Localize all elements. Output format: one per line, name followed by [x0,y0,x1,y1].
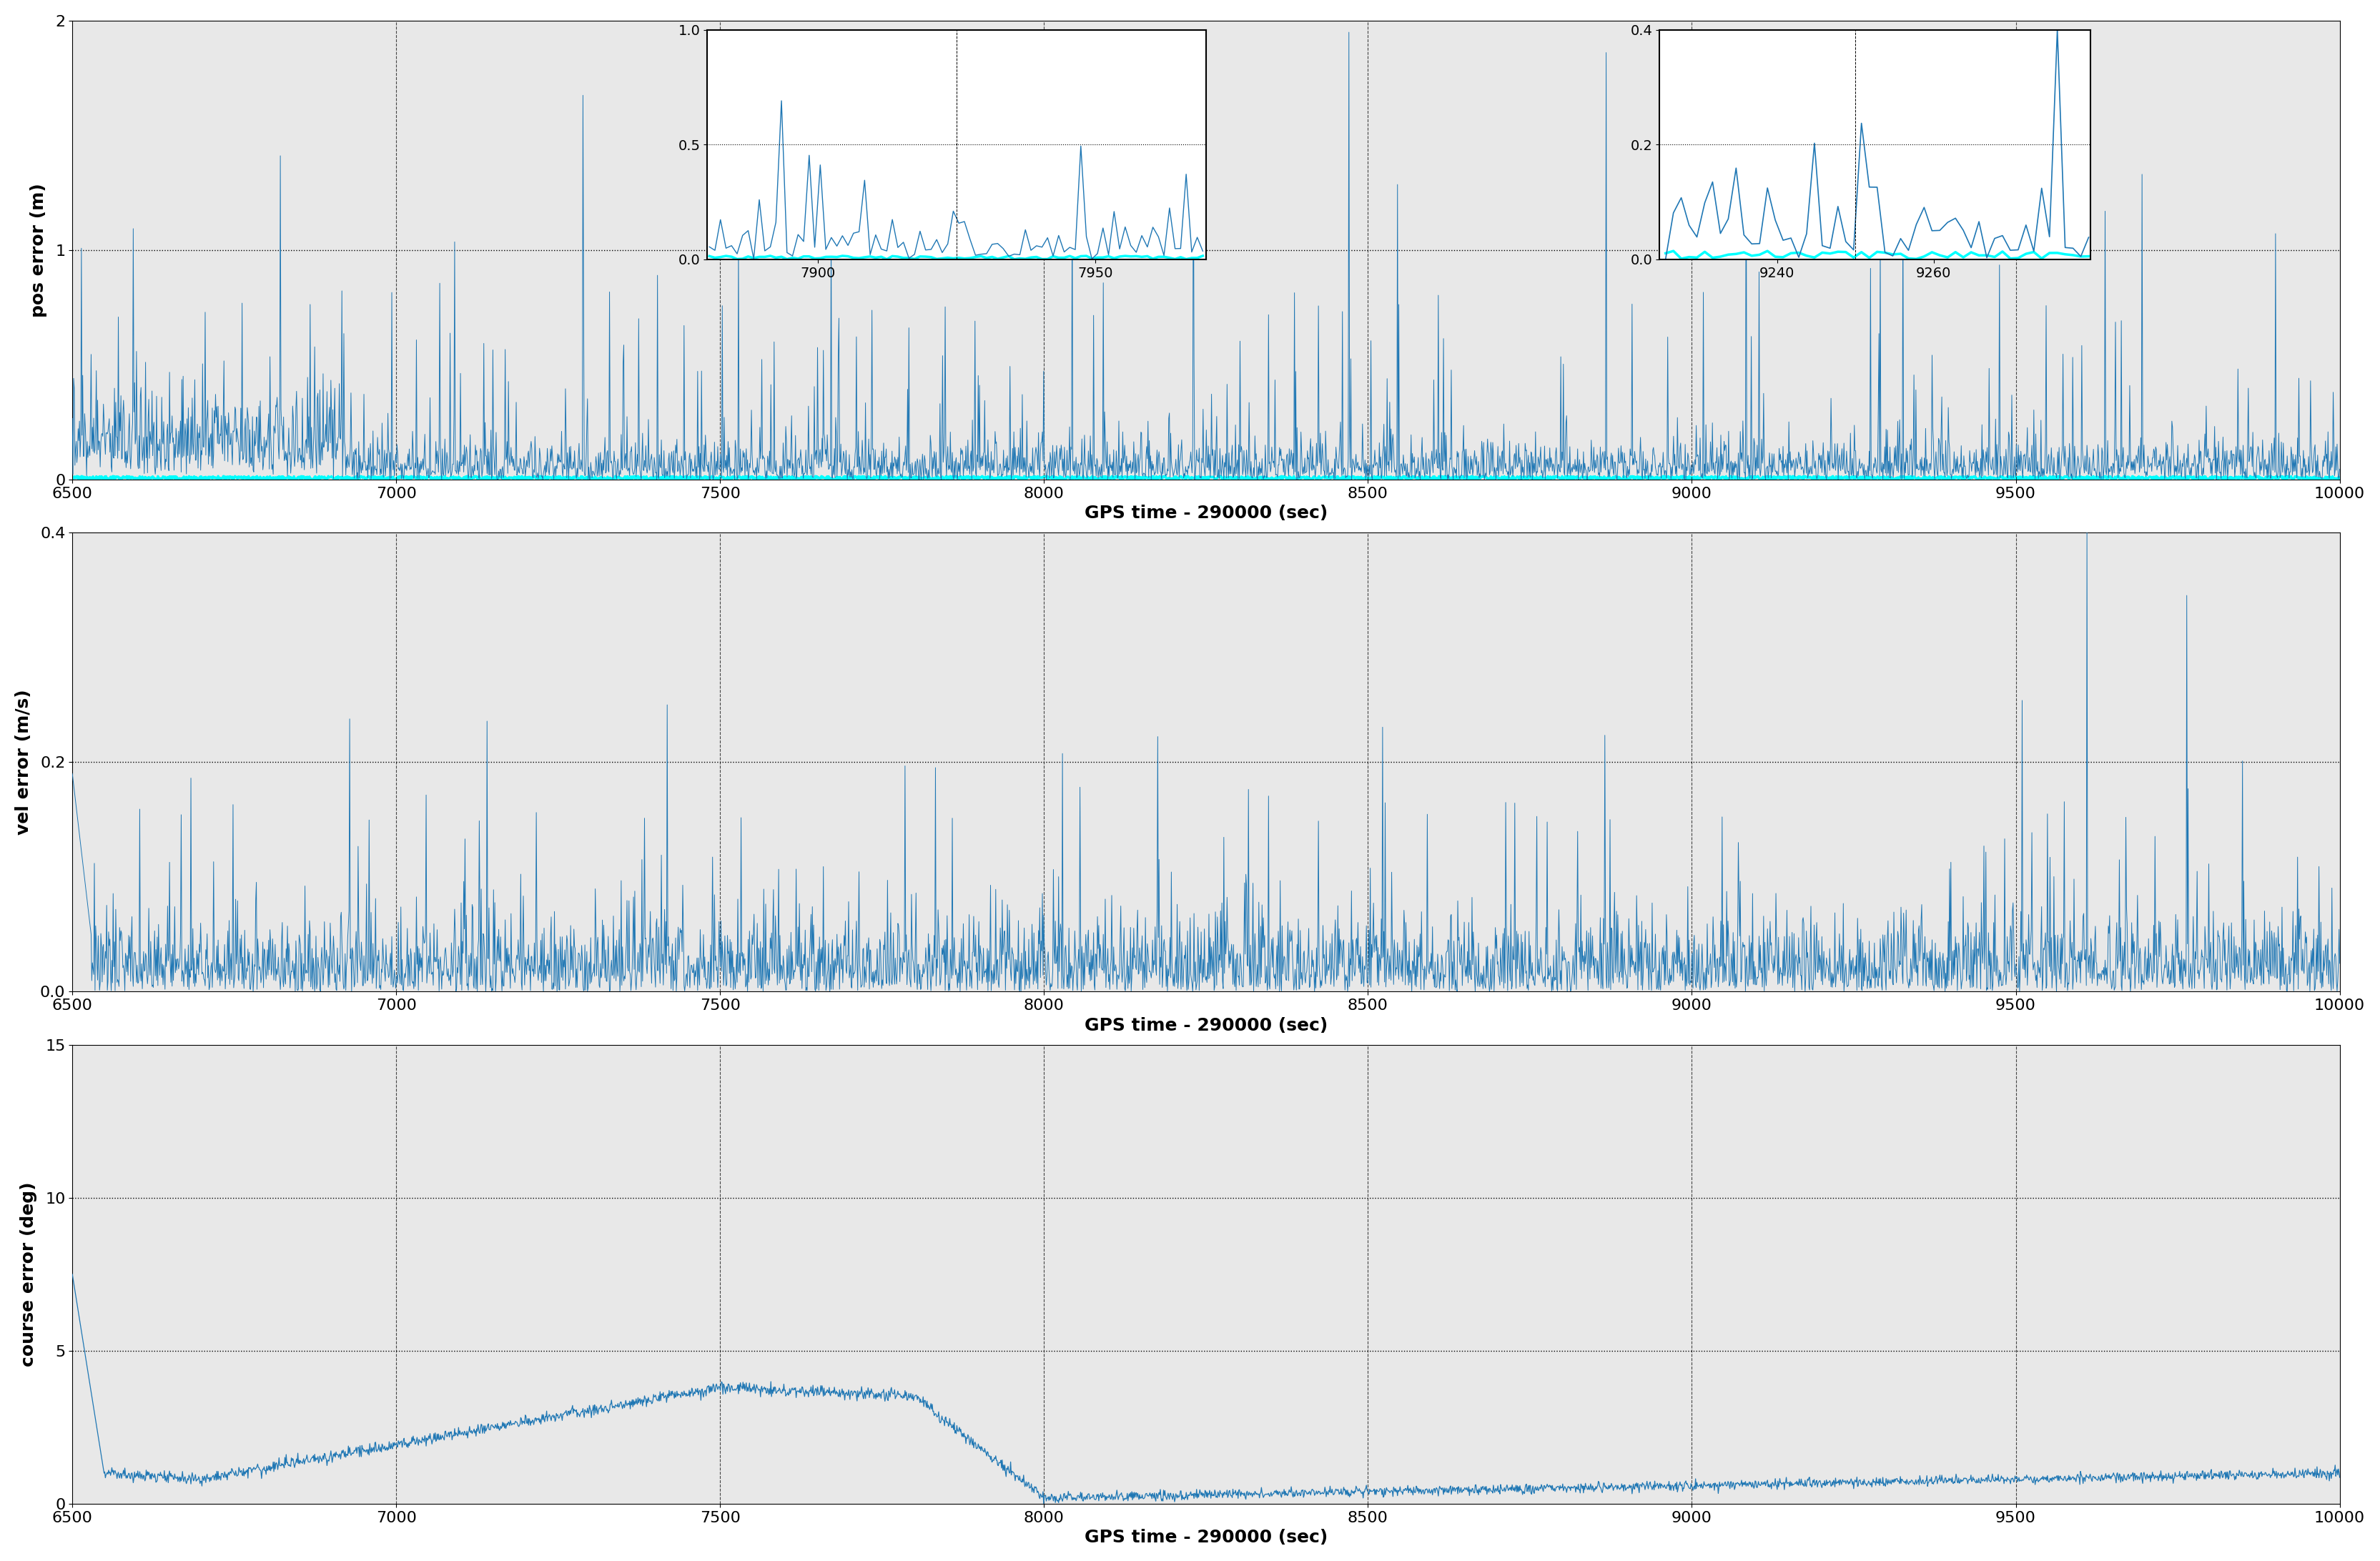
X-axis label: GPS time - 290000 (sec): GPS time - 290000 (sec) [1085,1016,1328,1033]
X-axis label: GPS time - 290000 (sec): GPS time - 290000 (sec) [1085,504,1328,521]
Y-axis label: pos error (m): pos error (m) [31,183,48,317]
X-axis label: GPS time - 290000 (sec): GPS time - 290000 (sec) [1085,1528,1328,1545]
Y-axis label: course error (deg): course error (deg) [19,1182,38,1366]
Y-axis label: vel error (m/s): vel error (m/s) [14,690,31,835]
